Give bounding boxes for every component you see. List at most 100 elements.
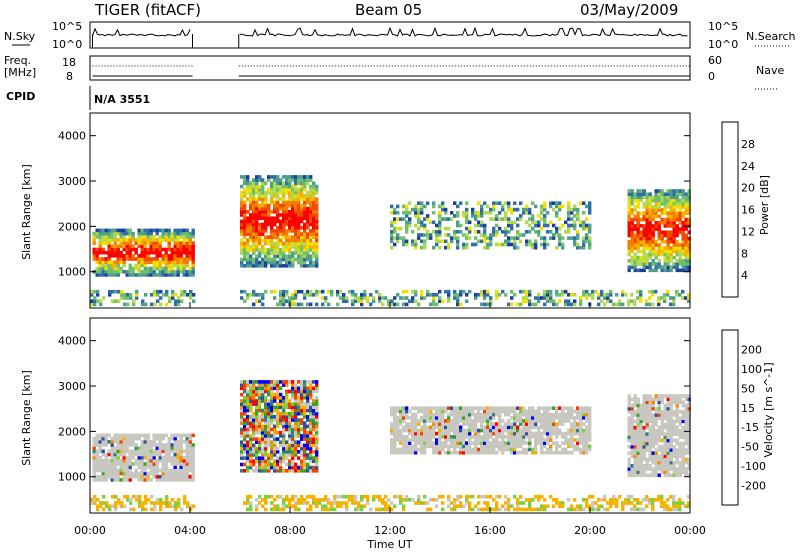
heatmap-cell-2 bbox=[423, 239, 427, 244]
heatmap-cell-1 bbox=[240, 222, 244, 227]
heatmap-cell-2 bbox=[555, 425, 559, 430]
heatmap-cell-2 bbox=[417, 419, 421, 423]
heatmap-cell-2 bbox=[552, 419, 556, 423]
heatmap-cell-1 bbox=[255, 203, 259, 208]
heatmap-cell-4 bbox=[165, 289, 169, 294]
heatmap-cell-4 bbox=[426, 289, 430, 294]
heatmap-cell-0 bbox=[149, 228, 153, 233]
heatmap-cell-0 bbox=[179, 247, 183, 252]
heatmap-cell-0 bbox=[164, 449, 168, 454]
heatmap-cell-3 bbox=[651, 397, 655, 401]
heatmap-cell-0 bbox=[107, 228, 111, 233]
heatmap-cell-1 bbox=[282, 219, 286, 224]
heatmap-cell-1 bbox=[264, 222, 268, 227]
heatmap-cell-1 bbox=[246, 430, 250, 435]
heatmap-cell-2 bbox=[486, 438, 490, 442]
heatmap-cell-0 bbox=[179, 254, 183, 258]
heatmap-cell-2 bbox=[570, 441, 574, 445]
heatmap-cell-2 bbox=[399, 409, 403, 414]
heatmap-cell-2 bbox=[483, 435, 487, 439]
heatmap-cell-4 bbox=[369, 302, 373, 307]
heatmap-cell-1 bbox=[297, 260, 301, 265]
heatmap-cell-2 bbox=[588, 419, 592, 423]
heatmap-cell-3 bbox=[660, 217, 664, 222]
heatmap-cell-1 bbox=[315, 203, 319, 208]
heatmap-cell-0 bbox=[179, 231, 183, 236]
heatmap-cell-3 bbox=[672, 448, 676, 452]
heatmap-cell-0 bbox=[131, 238, 135, 242]
heatmap-cell-3 bbox=[645, 246, 649, 250]
heatmap-cell-1 bbox=[252, 392, 256, 397]
heatmap-cell-1 bbox=[306, 434, 310, 438]
heatmap-cell-0 bbox=[152, 443, 156, 447]
heatmap-cell-1 bbox=[258, 459, 262, 464]
heatmap-cell-1 bbox=[270, 418, 274, 422]
heatmap-cell-2 bbox=[411, 207, 415, 212]
heatmap-cell-1 bbox=[273, 418, 277, 422]
heatmap-cell-2 bbox=[555, 409, 559, 414]
heatmap-cell-2 bbox=[396, 211, 400, 215]
heatmap-cell-3 bbox=[648, 195, 652, 200]
heatmap-cell-0 bbox=[125, 238, 129, 242]
heatmap-cell-3 bbox=[627, 460, 631, 465]
heatmap-cell-1 bbox=[276, 251, 280, 255]
heatmap-cell-2 bbox=[531, 412, 535, 417]
heatmap-cell-1 bbox=[282, 450, 286, 454]
heatmap-cell-3 bbox=[666, 246, 670, 250]
heatmap-cell-0 bbox=[158, 459, 162, 463]
heatmap-cell-3 bbox=[639, 445, 643, 449]
heatmap-cell-3 bbox=[666, 464, 670, 468]
heatmap-cell-1 bbox=[306, 408, 310, 413]
heatmap-cell-2 bbox=[492, 226, 496, 231]
heatmap-cell-4 bbox=[189, 296, 193, 300]
heatmap-cell-1 bbox=[294, 402, 298, 406]
heatmap-cell-2 bbox=[414, 239, 418, 244]
heatmap-cell-1 bbox=[249, 187, 253, 192]
heatmap-cell-3 bbox=[678, 246, 682, 250]
heatmap-cell-3 bbox=[684, 265, 688, 269]
heatmap-cell-2 bbox=[585, 441, 589, 445]
heatmap-cell-1 bbox=[309, 389, 313, 394]
heatmap-cell-1 bbox=[312, 206, 316, 211]
heatmap-cell-1 bbox=[240, 238, 244, 243]
heatmap-cell-1 bbox=[246, 421, 250, 425]
heatmap-cell-1 bbox=[294, 222, 298, 227]
heatmap-cell-1 bbox=[252, 222, 256, 227]
heatmap-cell-0 bbox=[158, 443, 162, 447]
heatmap-cell-2 bbox=[414, 450, 418, 455]
heatmap-cell-1 bbox=[267, 210, 271, 214]
heatmap-cell-4 bbox=[177, 302, 181, 307]
heatmap-cell-2 bbox=[549, 406, 553, 410]
heatmap-cell-1 bbox=[303, 229, 307, 233]
heatmap-cell-3 bbox=[666, 425, 670, 430]
heatmap-cell-3 bbox=[639, 467, 643, 471]
heatmap-cell-2 bbox=[444, 211, 448, 215]
heatmap-cell-2 bbox=[462, 214, 466, 218]
heatmap-cell-2 bbox=[537, 435, 541, 439]
heatmap-cell-1 bbox=[261, 383, 265, 387]
heatmap-cell-2 bbox=[417, 431, 421, 436]
heatmap-cell-1 bbox=[288, 229, 292, 233]
heatmap-cell-0 bbox=[176, 250, 180, 255]
heatmap-cell-4 bbox=[285, 498, 289, 502]
heatmap-cell-0 bbox=[161, 449, 165, 454]
heatmap-cell-1 bbox=[264, 203, 268, 208]
heatmap-cell-0 bbox=[167, 257, 171, 261]
heatmap-cell-0 bbox=[122, 247, 126, 252]
heatmap-cell-0 bbox=[128, 247, 132, 252]
heatmap-cell-3 bbox=[648, 240, 652, 244]
heatmap-cell-1 bbox=[249, 443, 253, 448]
heatmap-cell-1 bbox=[261, 257, 265, 262]
heatmap-cell-1 bbox=[276, 437, 280, 441]
heatmap-cell-3 bbox=[672, 243, 676, 247]
heatmap-cell-0 bbox=[146, 273, 150, 277]
heatmap-cell-0 bbox=[173, 250, 177, 255]
heatmap-cell-0 bbox=[134, 247, 138, 252]
heatmap-cell-1 bbox=[306, 380, 310, 384]
heatmap-cell-4 bbox=[648, 289, 652, 294]
heatmap-cell-1 bbox=[258, 443, 262, 448]
heatmap-cell-2 bbox=[576, 211, 580, 215]
heatmap-cell-3 bbox=[660, 240, 664, 244]
heatmap-cell-0 bbox=[182, 478, 186, 482]
heatmap-cell-1 bbox=[297, 380, 301, 384]
